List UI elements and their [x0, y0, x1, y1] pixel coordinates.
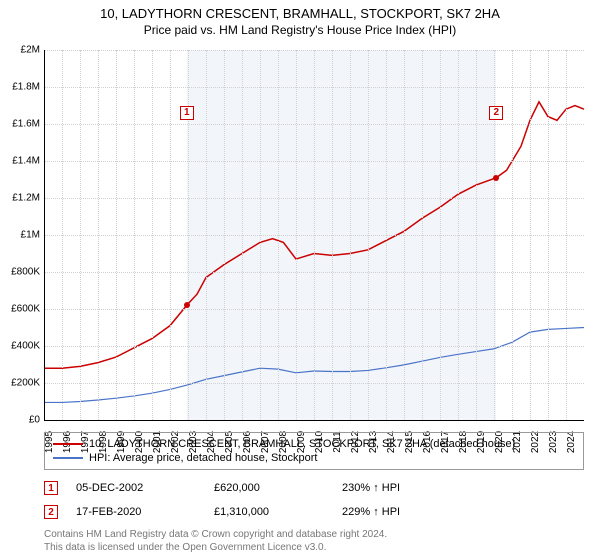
sale-pct: 229% ↑ HPI	[342, 506, 452, 518]
y-tick-label: £1.8M	[12, 82, 40, 93]
page-title: 10, LADYTHORN CRESCENT, BRAMHALL, STOCKP…	[0, 6, 600, 21]
chart-sale-marker: 2	[489, 106, 503, 120]
legend: 10, LADYTHORN CRESCENT, BRAMHALL, STOCKP…	[44, 432, 584, 470]
legend-swatch	[53, 443, 83, 445]
legend-item-property: 10, LADYTHORN CRESCENT, BRAMHALL, STOCKP…	[53, 437, 575, 451]
legend-item-hpi: HPI: Average price, detached house, Stoc…	[53, 451, 575, 465]
sale-pct: 230% ↑ HPI	[342, 482, 452, 494]
sale-price: £620,000	[214, 482, 324, 494]
legend-label: 10, LADYTHORN CRESCENT, BRAMHALL, STOCKP…	[89, 438, 515, 450]
sale-marker-icon: 1	[44, 481, 58, 495]
footnote-line: Contains HM Land Registry data © Crown c…	[44, 528, 387, 541]
chart-sale-dot	[184, 302, 190, 308]
y-tick-label: £1.6M	[12, 119, 40, 130]
y-tick-label: £600K	[11, 304, 40, 315]
chart-sale-marker: 1	[180, 106, 194, 120]
y-tick-label: £800K	[11, 267, 40, 278]
page-subtitle: Price paid vs. HM Land Registry's House …	[0, 23, 600, 37]
y-tick-label: £1.4M	[12, 156, 40, 167]
y-tick-label: £1.2M	[12, 193, 40, 204]
chart-sale-dot	[493, 175, 499, 181]
y-tick-label: £1M	[21, 230, 40, 241]
price-chart: £0£200K£400K£600K£800K£1M£1.2M£1.4M£1.6M…	[44, 50, 584, 420]
sale-date: 17-FEB-2020	[76, 506, 196, 518]
y-tick-label: £2M	[21, 45, 40, 56]
footnote: Contains HM Land Registry data © Crown c…	[44, 528, 387, 554]
footnote-line: This data is licensed under the Open Gov…	[44, 541, 387, 554]
sale-price: £1,310,000	[214, 506, 324, 518]
sale-marker-icon: 2	[44, 505, 58, 519]
sale-row: 2 17-FEB-2020 £1,310,000 229% ↑ HPI	[44, 500, 584, 524]
y-tick-label: £200K	[11, 378, 40, 389]
y-tick-label: £0	[29, 415, 40, 426]
sale-date: 05-DEC-2002	[76, 482, 196, 494]
y-tick-label: £400K	[11, 341, 40, 352]
sales-table: 1 05-DEC-2002 £620,000 230% ↑ HPI 2 17-F…	[44, 476, 584, 524]
legend-label: HPI: Average price, detached house, Stoc…	[89, 452, 318, 464]
legend-swatch	[53, 457, 83, 459]
sale-row: 1 05-DEC-2002 £620,000 230% ↑ HPI	[44, 476, 584, 500]
